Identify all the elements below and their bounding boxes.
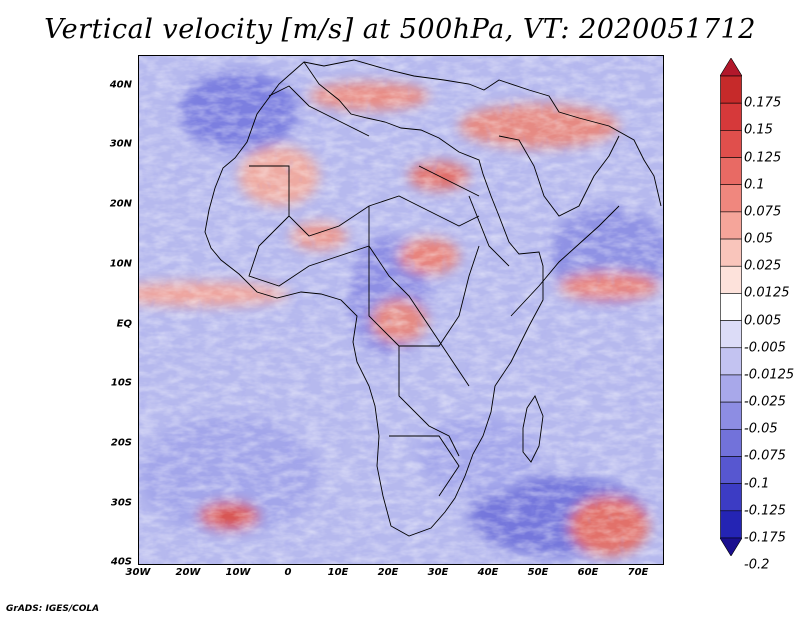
colorbar-box <box>720 320 742 349</box>
lon-label-50e: 50E <box>527 567 549 578</box>
colorbar-label: 0.075 <box>744 204 782 220</box>
colorbar-label: -0.025 <box>744 394 786 410</box>
colorbar-label: -0.005 <box>744 340 786 356</box>
lon-label-30e: 30E <box>427 567 449 578</box>
colorbar-box <box>720 374 742 403</box>
lat-label-20n: 20N <box>109 198 132 210</box>
lon-label-40e: 40E <box>477 567 499 578</box>
colorbar-label: -0.05 <box>744 421 778 437</box>
lat-label-40n: 40N <box>109 79 132 91</box>
map-panel <box>138 55 664 565</box>
colorbar-box <box>720 238 742 267</box>
vertical-velocity-field <box>139 56 663 564</box>
lat-label-30n: 30N <box>109 138 132 150</box>
colorbar-box <box>720 184 742 213</box>
coastlines-and-borders <box>204 59 662 537</box>
colorbar-box <box>720 293 742 321</box>
lat-label-10n: 10N <box>109 258 132 270</box>
colorbar-box <box>720 265 742 294</box>
colorbar-label: 0.05 <box>744 231 773 247</box>
colorbar-box <box>720 157 742 186</box>
lon-label-20w: 20W <box>175 567 201 578</box>
lat-label-40s: 40S <box>110 556 132 568</box>
lat-label-10s: 10S <box>110 377 132 389</box>
colorbar-label: -0.175 <box>744 530 786 546</box>
colorbar-box <box>720 347 742 376</box>
lon-label-0: 0 <box>284 567 292 578</box>
grads-credit: GrADS: IGES/COLA <box>6 604 100 614</box>
colorbar-label: 0.0125 <box>744 285 790 301</box>
lon-label-70e: 70E <box>627 567 649 578</box>
colorbar-box <box>720 401 742 430</box>
colorbar-label: -0.0125 <box>744 367 795 383</box>
colorbar-box <box>720 510 742 539</box>
colorbar-label: 0.15 <box>744 122 773 138</box>
colorbar-box <box>720 130 742 158</box>
lon-label-20e: 20E <box>377 567 399 578</box>
colorbar-label: 0.025 <box>744 258 782 274</box>
colorbar-label: 0.175 <box>744 95 782 111</box>
lat-label-eq: EQ <box>116 318 132 330</box>
colorbar-label: -0.1 <box>744 476 770 492</box>
lon-label-10e: 10E <box>327 567 349 578</box>
lon-label-60e: 60E <box>577 567 599 578</box>
colorbar-label: 0.1 <box>744 177 765 193</box>
lon-label-30w: 30W <box>125 567 151 578</box>
colorbar-box <box>720 211 742 240</box>
lat-label-20s: 20S <box>110 437 132 449</box>
lon-label-10w: 10W <box>225 567 251 578</box>
colorbar <box>720 58 742 556</box>
colorbar-top-arrow <box>720 58 742 77</box>
colorbar-label: 0.005 <box>744 313 782 329</box>
field-texture-dark <box>139 56 663 564</box>
colorbar-box <box>720 102 742 131</box>
colorbar-label: -0.125 <box>744 503 786 519</box>
colorbar-box <box>720 483 742 512</box>
colorbar-box <box>720 75 742 104</box>
colorbar-box <box>720 456 742 484</box>
chart-title: Vertical velocity [m/s] at 500hPa, VT: 2… <box>44 14 756 45</box>
colorbar-label: 0.125 <box>744 150 782 166</box>
colorbar-label: -0.2 <box>744 557 770 573</box>
colorbar-label: -0.075 <box>744 448 786 464</box>
lat-label-30s: 30S <box>110 497 132 509</box>
colorbar-box <box>720 428 742 457</box>
colorbar-bottom-arrow <box>720 537 742 556</box>
